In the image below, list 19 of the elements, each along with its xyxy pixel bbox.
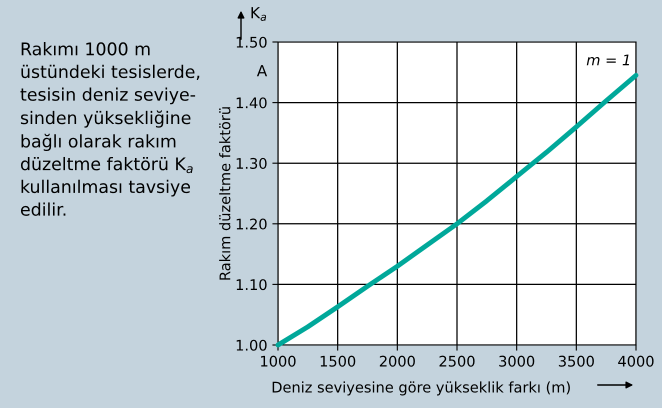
series-label: m = 1 — [586, 54, 630, 66]
text: Rakımı 1000 m üstündeki tesislerde, tesisin deniz seviye- sinden yüksekliğine bağlı olarak rakım düzeltme faktörü K$_{a}$ kullanılması tavsiye edilir. — [20, 42, 200, 216]
y-tick-label: 1.50 — [236, 36, 267, 48]
x-tick-label: 2000 — [380, 356, 415, 367]
x-tick-label: 3500 — [558, 356, 594, 367]
x-tick-label: 2500 — [440, 356, 475, 367]
text: A — [256, 65, 268, 76]
text: K$_{a}$ — [252, 7, 266, 21]
y-tick-label: 1.20 — [236, 218, 267, 230]
x-tick-label: 1500 — [320, 356, 356, 367]
x-tick-label: 3000 — [499, 356, 534, 367]
y-tick-label: 1.30 — [236, 158, 267, 169]
y-axis-title: Rakım düzeltme faktörü — [219, 107, 230, 280]
y-tick-label: 1.00 — [236, 340, 267, 351]
x-tick-label: 1000 — [261, 356, 296, 367]
y-tick-label: 1.40 — [236, 97, 267, 108]
x-axis-title: Deniz seviyesine göre yükseklik farkı (m) — [272, 381, 570, 396]
x-tick-label: 4000 — [618, 356, 654, 367]
y-tick-label: 1.10 — [236, 279, 267, 290]
